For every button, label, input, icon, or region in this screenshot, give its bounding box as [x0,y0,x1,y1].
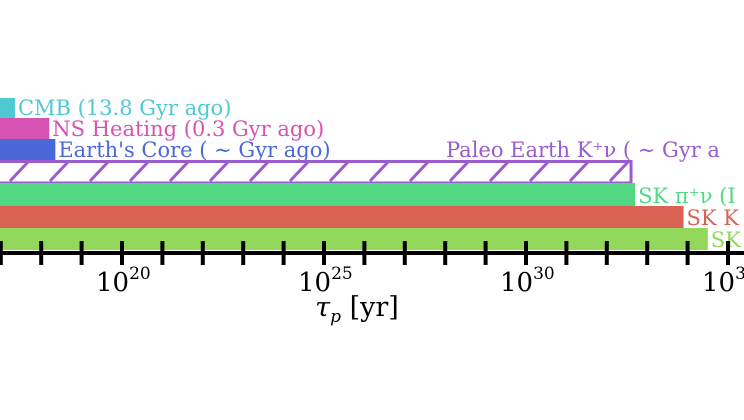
x-tick-label: 1030 [500,264,555,298]
bar-1 [0,118,50,139]
bar-label: CMB (13.8 Gyr ago) [18,96,231,120]
bar-label: Paleo Earth K⁺ν ( ∼ Gyr a [446,138,720,162]
x-tick-label: 1020 [96,264,151,298]
bar-label: SK K [687,206,740,230]
x-tick-label: 1035 [702,264,744,298]
bar-label: SK π⁺ν (I [638,184,736,208]
bar-label: NS Heating (0.3 Gyr ago) [52,117,324,141]
x-tick-label: 1025 [298,264,353,298]
bar-0 [0,98,15,118]
bar-6 [0,228,708,250]
bar-2 [0,139,56,160]
bar-label: Earth's Core ( ∼ Gyr ago) [58,138,330,162]
bar-label: SK [711,228,741,252]
bar-5 [0,206,684,228]
x-axis-label: τp [yr] [315,292,399,327]
bar-paleo-earth [0,160,633,185]
bar-4 [0,183,636,206]
